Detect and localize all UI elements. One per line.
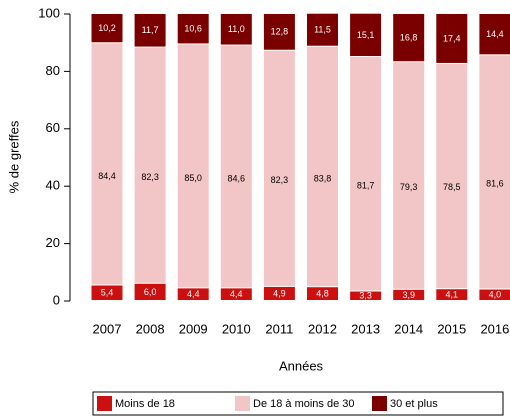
bar-segment	[134, 14, 166, 47]
bar-segment	[393, 14, 425, 62]
bar-segment	[307, 287, 338, 300]
value-label: 81,7	[357, 180, 375, 190]
value-label: 6,0	[144, 287, 157, 297]
bar-segment	[479, 55, 510, 289]
x-tick-label: 2013	[351, 321, 380, 336]
x-tick-label: 2014	[394, 321, 423, 336]
value-label: 85,0	[184, 173, 202, 183]
bar-segment	[436, 289, 468, 300]
value-label: 81,6	[486, 179, 504, 189]
value-label: 15,1	[357, 30, 375, 40]
bar-segment	[436, 14, 468, 63]
bar-segment	[263, 286, 295, 300]
bar-segment	[307, 46, 338, 287]
value-label: 17,4	[443, 33, 461, 43]
value-label: 4,4	[187, 289, 200, 299]
legend-label: Moins de 18	[115, 398, 175, 410]
value-label: 11,7	[142, 25, 159, 35]
bar-segment	[393, 289, 425, 300]
bar-segment	[220, 45, 252, 288]
bar-segment	[177, 288, 209, 300]
bar-segment	[350, 57, 382, 291]
value-label: 84,4	[98, 171, 116, 181]
bar-segment	[220, 288, 252, 300]
value-label: 82,3	[271, 175, 289, 185]
bar-segment	[436, 63, 468, 289]
value-label: 5,4	[101, 288, 114, 298]
value-label: 12,8	[271, 27, 289, 37]
value-label: 83,8	[314, 173, 332, 183]
y-tick-label: 100	[38, 5, 60, 20]
x-tick-label: 2010	[222, 321, 251, 336]
bar-segment	[263, 50, 295, 286]
x-tick-label: 2007	[93, 321, 122, 336]
x-axis-label: Années	[279, 358, 324, 373]
bar-segment	[479, 14, 510, 55]
y-axis-label: % de greffes	[6, 120, 21, 193]
y-tick-label: 60	[46, 120, 60, 135]
x-tick-label: 2016	[480, 321, 509, 336]
legend-box	[92, 391, 504, 416]
bar-segment	[134, 283, 166, 300]
legend-label: 30 et plus	[390, 398, 438, 410]
value-label: 11,5	[314, 25, 331, 35]
legend-swatch	[372, 396, 387, 411]
bar-segment	[91, 285, 123, 300]
bar-segment	[263, 14, 295, 50]
bar-segment	[91, 43, 123, 285]
bar-segment	[177, 14, 209, 44]
bar-segment	[91, 14, 123, 43]
value-label: 4,4	[230, 289, 243, 299]
value-label: 10,2	[98, 23, 116, 33]
value-label: 3,3	[359, 291, 372, 301]
x-tick-label: 2008	[136, 321, 165, 336]
y-tick-label: 80	[46, 63, 60, 78]
value-label: 4,1	[446, 289, 459, 299]
bar-segment	[479, 289, 510, 300]
bar-segment	[307, 13, 338, 46]
bar-segment	[393, 62, 425, 289]
value-label: 78,5	[443, 182, 461, 192]
value-label: 3,9	[402, 290, 415, 300]
x-tick-label: 2012	[308, 321, 337, 336]
y-tick-label: 0	[53, 292, 60, 307]
value-label: 4,0	[489, 290, 502, 300]
x-tick-label: 2011	[265, 321, 293, 336]
x-tick-label: 2009	[179, 321, 208, 336]
value-label: 10,6	[184, 24, 202, 34]
value-label: 4,8	[316, 288, 329, 298]
y-tick-label: 40	[46, 178, 60, 193]
value-label: 4,9	[273, 288, 286, 298]
value-label: 11,0	[228, 24, 245, 34]
y-tick-label: 20	[46, 235, 60, 250]
bar-segment	[177, 44, 209, 288]
legend-label: De 18 à moins de 30	[253, 398, 355, 410]
bar-segment	[350, 291, 382, 300]
value-label: 79,3	[400, 182, 418, 192]
bar-segment	[134, 47, 166, 283]
value-label: 82,3	[141, 172, 159, 182]
x-tick-label: 2015	[437, 321, 466, 336]
value-label: 14,4	[486, 29, 504, 39]
bar-segment	[350, 13, 382, 57]
value-label: 16,8	[400, 32, 418, 42]
value-label: 84,6	[228, 173, 246, 183]
legend-swatch	[97, 396, 112, 411]
legend-swatch	[235, 396, 250, 411]
bar-segment	[220, 14, 252, 45]
